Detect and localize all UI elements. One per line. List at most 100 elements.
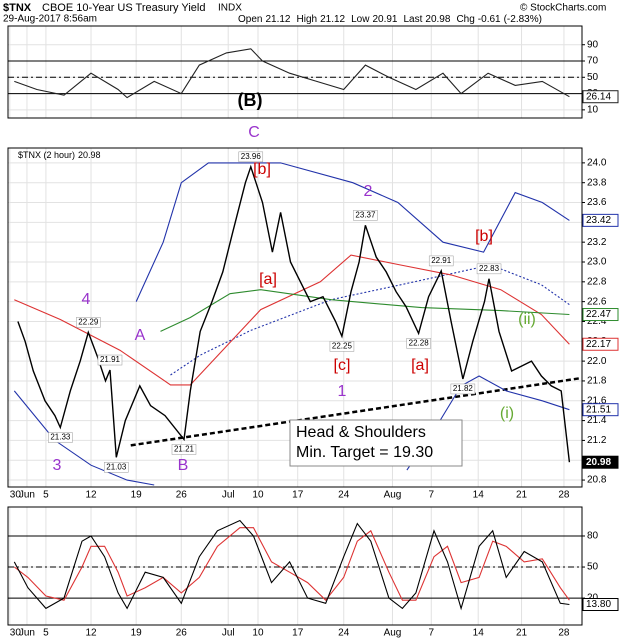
x-tick-label: 30 [10,490,22,501]
y-tick-label: 21.4 [587,415,607,426]
wave-label: [b] [475,228,493,245]
point-label: 22.91 [431,256,452,265]
point-label: 21.91 [100,355,121,364]
series-line [135,162,570,302]
x-tick-label: 28 [558,628,570,639]
point-label: 22.83 [479,264,500,273]
wave-label: 4 [82,291,91,308]
series-line [13,519,570,611]
last-value-box [582,598,619,612]
point-label: 21.21 [174,445,195,454]
wave-label: [a] [411,357,429,374]
last-value-box [582,337,619,351]
wave-label: [a] [259,271,277,288]
x-tick-label: 19 [131,490,143,501]
wave-label: (i) [500,405,514,422]
panel [8,507,582,625]
quote-value: 20.98 [425,14,450,25]
x-tick-label: 30 [10,628,22,639]
x-tick-label: 10 [252,628,264,639]
wave-label: 3 [53,457,62,474]
wave-label: B [178,457,189,474]
point-label: 22.25 [332,341,353,350]
wave-label: A [135,327,146,344]
trendline [130,376,582,447]
last-value-box [582,213,619,227]
wave-label: (ii) [518,311,536,328]
note-text: Head & Shoulders [296,424,426,441]
x-tick-label: 28 [558,490,570,501]
point-label-box [450,383,476,395]
point-label-box [97,354,123,366]
x-tick-label: Jul [222,490,235,501]
x-tick-label: 17 [292,628,304,639]
last-value-box [582,403,619,417]
x-tick-label: Aug [384,490,402,501]
wave-label: C [248,124,260,141]
panel-border [7,506,583,626]
y-tick-label: 24.0 [587,158,607,169]
y-tick-label: 50 [587,562,599,573]
point-label: 21.03 [106,462,127,471]
point-label: 21.33 [50,433,71,442]
exchange: INDX [218,3,242,14]
legend: $TNX (2 hour) 20.98 [18,150,101,160]
point-label-box [104,462,129,473]
x-tick-label: Jun [19,628,35,639]
point-label: 22.28 [409,338,430,347]
quote-label: Low [351,14,370,25]
last-value: 20.98 [586,457,611,468]
copyright: © StockCharts.com [520,3,606,14]
y-tick-label: 21.2 [587,435,607,446]
panel [8,26,582,118]
x-tick-label: 17 [292,490,304,501]
last-value: 13.80 [586,599,611,610]
x-tick-label: 14 [473,628,485,639]
x-tick-label: 5 [43,628,49,639]
series-group [13,519,570,611]
y-tick-label: 80 [587,531,599,542]
y-tick-label: 22.8 [587,276,607,287]
wave-label: (B) [238,90,263,110]
x-tick-label: 24 [338,628,350,639]
x-tick-label: 21 [516,490,528,501]
series-group [14,48,570,99]
point-label: 23.37 [355,210,376,219]
quote-value: -0.61 [478,14,501,25]
series-line [170,264,570,376]
last-value-box [582,455,619,469]
point-label-box [353,210,378,221]
x-tick-label: 24 [338,490,350,501]
point-label-box [171,444,197,455]
y-tick-label: 23.0 [587,257,607,268]
quote-label: Chg [456,14,474,25]
y-tick-label: 20.8 [587,475,607,486]
quote-value: 21.12 [320,14,345,25]
y-tick-label: 90 [587,39,599,50]
x-tick-label: 10 [252,490,264,501]
legend-value: 20.98 [78,150,101,160]
last-value-box [582,90,619,104]
legend-name: $TNX (2 hour) [18,150,75,160]
quote-value: 20.91 [372,14,397,25]
point-label-box [428,255,454,267]
quote: Open 21.12 High 21.12 Low 20.91 Last 20.98 Chg -0… [238,14,542,25]
x-tick-label: Jul [222,628,235,639]
series-line [14,254,570,386]
quote-label: Open [238,14,262,25]
point-label: 23.96 [241,152,262,161]
x-tick-label: 19 [131,628,143,639]
quote-label: Last [404,14,423,25]
name: CBOE 10-Year US Treasury Yield [42,2,205,14]
y-tick-label: 22.4 [587,316,607,327]
x-tick-label: 12 [85,490,97,501]
series-line [14,48,570,99]
panel-border [7,147,583,488]
y-tick-label: 70 [587,56,599,67]
series-line [160,289,570,332]
last-value: 26.14 [586,91,611,102]
last-value: 21.51 [586,404,611,415]
y-tick-label: 21.8 [587,376,607,387]
x-tick-label: Aug [384,628,402,639]
